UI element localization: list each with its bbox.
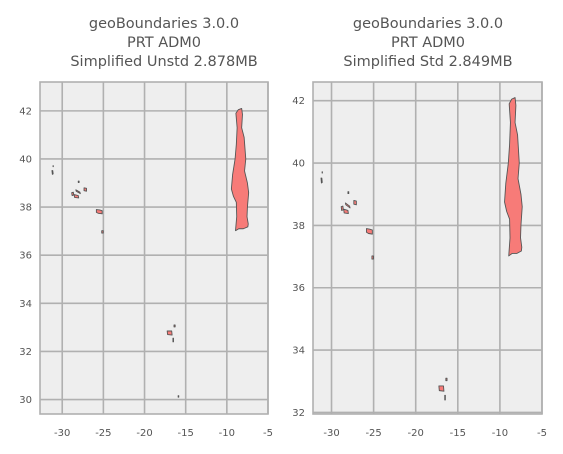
shape-sao-jorge xyxy=(344,202,351,209)
shape-sao-jorge xyxy=(75,189,81,195)
y-tick-label: 42 xyxy=(292,96,305,107)
x-tick-label: -5 xyxy=(263,428,273,439)
x-tick-label: -25 xyxy=(95,428,111,439)
x-tick-label: -15 xyxy=(450,428,466,439)
y-tick-label: 32 xyxy=(292,408,305,419)
chart-title-line: geoBoundaries 3.0.0 xyxy=(89,16,239,32)
shape-pico xyxy=(73,194,80,199)
y-tick-label: 34 xyxy=(19,299,32,310)
x-tick-label: -10 xyxy=(492,428,508,439)
x-tick-label: -5 xyxy=(537,428,547,439)
shape-mainland xyxy=(230,108,250,232)
y-tick-label: 38 xyxy=(292,221,305,232)
shape-desertas xyxy=(444,394,446,401)
shape-flores xyxy=(320,177,323,184)
x-tick-label: -30 xyxy=(323,428,339,439)
shape-desertas xyxy=(172,337,174,343)
y-tick-label: 34 xyxy=(292,346,305,357)
shape-flores xyxy=(51,170,54,175)
chart-title-line: Simplified Std 2.849MB xyxy=(343,54,512,70)
chart-title-line: PRT ADM0 xyxy=(391,35,465,51)
y-tick-label: 42 xyxy=(19,106,32,117)
x-tick-label: -10 xyxy=(219,428,235,439)
axes-frame xyxy=(39,81,269,415)
shape-graciosa xyxy=(77,180,80,184)
x-tick-label: -20 xyxy=(136,428,152,439)
y-tick-label: 32 xyxy=(19,347,32,358)
x-tick-label: -15 xyxy=(178,428,194,439)
shape-sao-miguel xyxy=(95,209,103,215)
y-tick-label: 36 xyxy=(292,283,305,294)
shape-porto-santo xyxy=(445,377,448,382)
shape-pico xyxy=(343,208,349,214)
shape-mainland xyxy=(504,97,523,257)
x-tick-label: -25 xyxy=(365,428,381,439)
shape-faial xyxy=(340,205,344,211)
x-tick-label: -20 xyxy=(408,428,424,439)
shape-terceira xyxy=(83,187,87,192)
shape-graciosa xyxy=(347,191,350,195)
chart-title-line: Simplified Unstd 2.878MB xyxy=(70,54,257,70)
chart-title-line: PRT ADM0 xyxy=(127,35,201,51)
y-tick-label: 36 xyxy=(19,251,32,262)
shape-madeira xyxy=(438,385,445,392)
shape-porto-santo xyxy=(173,324,176,328)
axes-frame xyxy=(312,81,543,415)
shape-santa-maria xyxy=(101,230,104,234)
map-panel-2: geoBoundaries 3.0.0 PRT ADM0 Simplified St… xyxy=(292,16,547,439)
shape-sao-miguel xyxy=(366,228,373,235)
plot-area xyxy=(40,82,268,414)
shape-santa-maria xyxy=(371,255,374,260)
shape-faial xyxy=(71,191,75,196)
x-tick-label: -30 xyxy=(54,428,70,439)
map-panel-1: geoBoundaries 3.0.0 PRT ADM0 Simplified Un… xyxy=(19,16,273,439)
y-tick-label: 38 xyxy=(19,203,32,214)
y-tick-label: 30 xyxy=(19,395,32,406)
y-tick-label: 40 xyxy=(292,159,305,170)
shape-madeira xyxy=(166,330,173,336)
chart-title-line: geoBoundaries 3.0.0 xyxy=(353,16,503,32)
y-tick-label: 40 xyxy=(19,154,32,165)
plot-area xyxy=(313,82,542,414)
shape-selvagens xyxy=(177,395,180,398)
shape-terceira xyxy=(353,200,357,206)
